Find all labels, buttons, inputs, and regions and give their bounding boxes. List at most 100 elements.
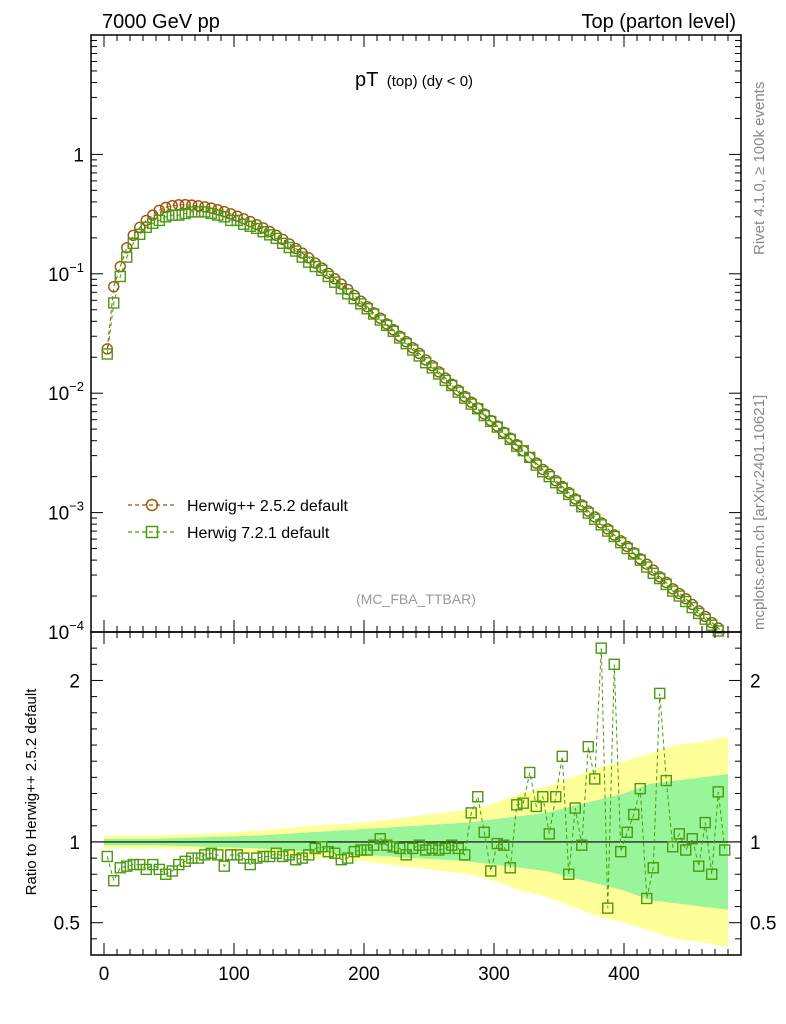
main-ytick-label-exp: −3 [69,499,84,514]
point-herwig7 [231,214,243,227]
header-left: 7000 GeV pp [102,11,220,33]
point-herwigpp [134,221,146,234]
ratio-point [530,800,542,813]
point-herwig7 [283,241,295,254]
ratio-point [426,842,438,855]
point-herwig7 [192,206,204,218]
point-herwig7 [134,228,146,241]
point-herwig7 [212,209,224,221]
ratio-point [621,826,633,838]
ratio-point [680,844,692,856]
point-herwigpp [127,229,139,242]
ratio-point [173,858,185,871]
ratio-point [212,849,224,861]
legend-label-herwigpp: Herwig++ 2.5.2 default [187,498,349,515]
point-herwig7 [491,421,503,433]
point-herwig7 [582,507,594,519]
point-herwig7 [218,211,230,223]
point-herwig7 [186,206,198,218]
legend-marker-herwig7 [145,525,159,539]
ratio-point [186,852,198,864]
ratio-point [335,854,347,866]
ratio-point [160,868,172,880]
ratio-point [693,860,705,872]
main-ytick-label-base: 10 [48,623,69,644]
ratio-point [608,658,620,670]
ratio-point [576,839,588,851]
ratio-point [491,837,503,850]
ratio-point [647,862,659,874]
ratio-point [550,791,562,803]
point-herwig7 [238,218,250,230]
ratio-point [348,845,360,858]
main-panel: pT (top) (dy < 0) (MC_FBA_TTBAR) Herwig+… [48,34,742,644]
ratio-panel: 0 100 200 300 400 0.5 0.5 1 1 2 2 Ratio to Herwig+… [23,631,776,985]
ratio-point [303,849,315,861]
ratio-point [355,844,367,856]
main-ytick-label-base: 10 [48,384,69,405]
main-ytick-label: 10−3 [48,499,84,525]
point-herwig7 [127,237,139,250]
legend-entry-herwig7: Herwig 7.2.1 default [128,525,330,542]
point-herwig7 [452,386,464,398]
point-herwig7 [654,572,666,585]
point-herwig7 [543,470,555,483]
ratio-point [472,791,484,803]
point-herwig7 [400,337,412,350]
ratio-point [706,868,718,880]
ratio-point [264,850,276,863]
ratio-point [407,842,419,855]
ratio-point [205,847,217,859]
ratio-point [342,852,354,864]
ratio-xtick-label: 400 [608,964,640,985]
ratio-ytick-label-right: 1 [750,833,761,854]
ratio-point [537,791,549,803]
main-ytick-label-base: 1 [73,145,84,166]
point-herwig7 [205,207,217,220]
ratio-point [400,849,412,861]
point-herwig7 [433,368,445,380]
ratio-point [556,750,568,763]
ratio-point [654,687,666,700]
point-herwig7 [407,344,419,356]
ratio-point [498,839,510,851]
ratio-xtick-label: 0 [99,964,110,985]
ratio-point [628,808,640,821]
ratio-point [374,833,386,845]
point-herwig7 [225,214,237,227]
point-herwig7 [569,494,581,507]
point-herwig7 [641,561,653,573]
point-herwig7 [173,209,185,221]
ratio-point [225,849,237,861]
point-herwig7 [290,245,302,257]
point-herwig7 [160,211,172,223]
point-herwig7 [166,209,178,221]
main-ytick-label-base: 10 [48,504,69,525]
rivet-label: Rivet 4.1.0, ≥ 100k events [751,82,768,255]
ratio-point [218,860,230,872]
point-herwig7 [660,578,672,591]
ratio-point [719,844,731,856]
ratio-point [199,849,211,861]
point-herwig7 [108,297,120,309]
point-herwig7 [329,276,341,288]
ratio-point [459,849,471,861]
point-herwig7 [686,601,698,614]
plot-title-sub: (top) (dy < 0) [387,73,473,90]
ratio-point [127,858,139,871]
plot-title: pT (top) (dy < 0) [355,69,473,91]
point-herwig7 [368,308,380,320]
point-herwig7 [277,237,289,250]
ratio-point [465,807,477,819]
point-herwig7 [179,207,191,220]
ratio-point [569,802,581,814]
ratio-point [231,849,243,861]
ratio-point [368,839,380,851]
point-herwig7 [322,270,334,283]
ratio-point [114,862,126,874]
point-herwig7 [114,270,126,283]
ratio-point [439,842,451,855]
ratio-point [381,839,393,851]
ratio-ytick-label-left: 2 [69,671,80,692]
